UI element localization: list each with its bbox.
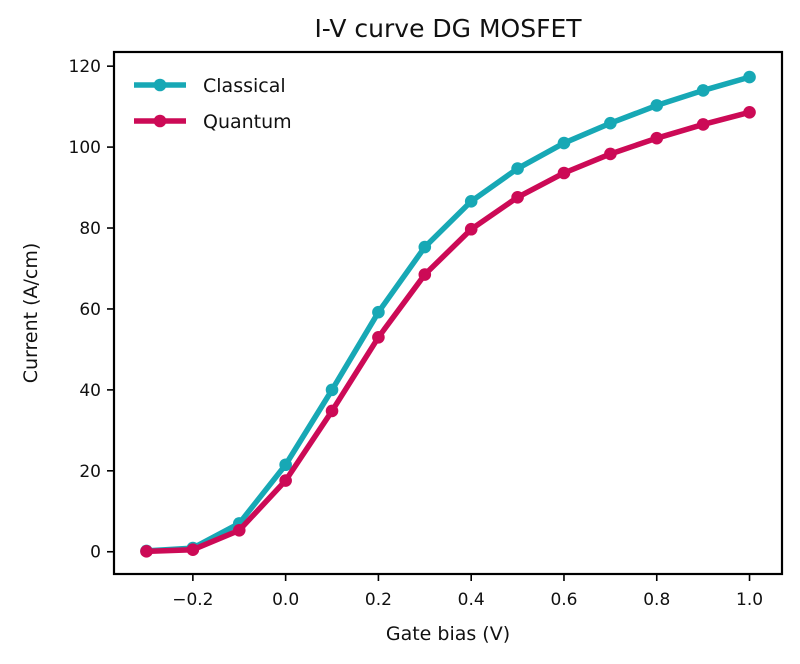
y-tick-label: 20	[79, 462, 101, 482]
series-line-classical	[143, 74, 753, 554]
data-point-classical	[557, 136, 571, 150]
data-point-quantum	[418, 268, 432, 281]
data-point-classical	[511, 162, 524, 175]
data-point-quantum	[696, 118, 710, 131]
y-tick-label: 60	[79, 300, 101, 320]
x-tick-label: 0.8	[643, 590, 670, 610]
plot-frame	[112, 50, 784, 576]
data-point-classical	[604, 116, 617, 130]
y-tick-label: 100	[69, 138, 101, 158]
y-axis: 0 20 40 60 80 100 120	[69, 57, 114, 563]
data-point-classical	[325, 383, 339, 397]
data-point-classical	[743, 70, 756, 84]
x-axis-label: Gate bias (V)	[386, 623, 510, 645]
data-point-quantum	[232, 523, 246, 537]
data-point-quantum	[743, 105, 756, 119]
data-point-quantum	[464, 222, 478, 236]
y-tick-label: 40	[79, 381, 101, 401]
legend: Classical Quantum	[134, 75, 292, 133]
chart-title: I-V curve DG MOSFET	[314, 14, 582, 43]
data-point-quantum	[557, 166, 571, 180]
y-tick-label: 80	[79, 219, 101, 239]
data-point-quantum	[140, 545, 153, 558]
data-point-classical	[696, 84, 710, 97]
x-tick-label: 1.0	[736, 590, 763, 610]
data-point-quantum	[325, 404, 339, 418]
y-tick-label: 0	[90, 543, 101, 563]
data-point-quantum	[511, 190, 524, 204]
x-axis: −0.2 0.0 0.2 0.4 0.6 0.8 1.0	[172, 574, 763, 610]
y-axis-label: Current (A/cm)	[20, 243, 42, 384]
plot-area	[140, 70, 756, 558]
y-tick-label: 120	[69, 57, 101, 77]
data-point-classical	[372, 305, 385, 319]
legend-label-quantum: Quantum	[203, 111, 292, 133]
x-tick-label: 0.2	[365, 590, 392, 610]
data-point-classical	[418, 240, 432, 254]
data-point-classical	[650, 99, 664, 112]
data-point-classical	[464, 195, 478, 208]
data-point-quantum	[604, 147, 617, 161]
data-point-quantum	[186, 543, 200, 557]
data-point-quantum	[372, 330, 385, 344]
x-tick-label: −0.2	[172, 590, 213, 610]
x-tick-label: 0.4	[458, 590, 485, 610]
series-line-quantum	[143, 109, 753, 555]
data-point-quantum	[650, 131, 664, 145]
x-tick-label: 0.0	[272, 590, 299, 610]
legend-marker-classical	[153, 78, 167, 92]
legend-label-classical: Classical	[203, 75, 286, 97]
legend-marker-quantum	[153, 114, 167, 128]
x-tick-label: 0.6	[550, 590, 577, 610]
data-point-quantum	[279, 474, 292, 487]
data-point-classical	[279, 458, 292, 472]
